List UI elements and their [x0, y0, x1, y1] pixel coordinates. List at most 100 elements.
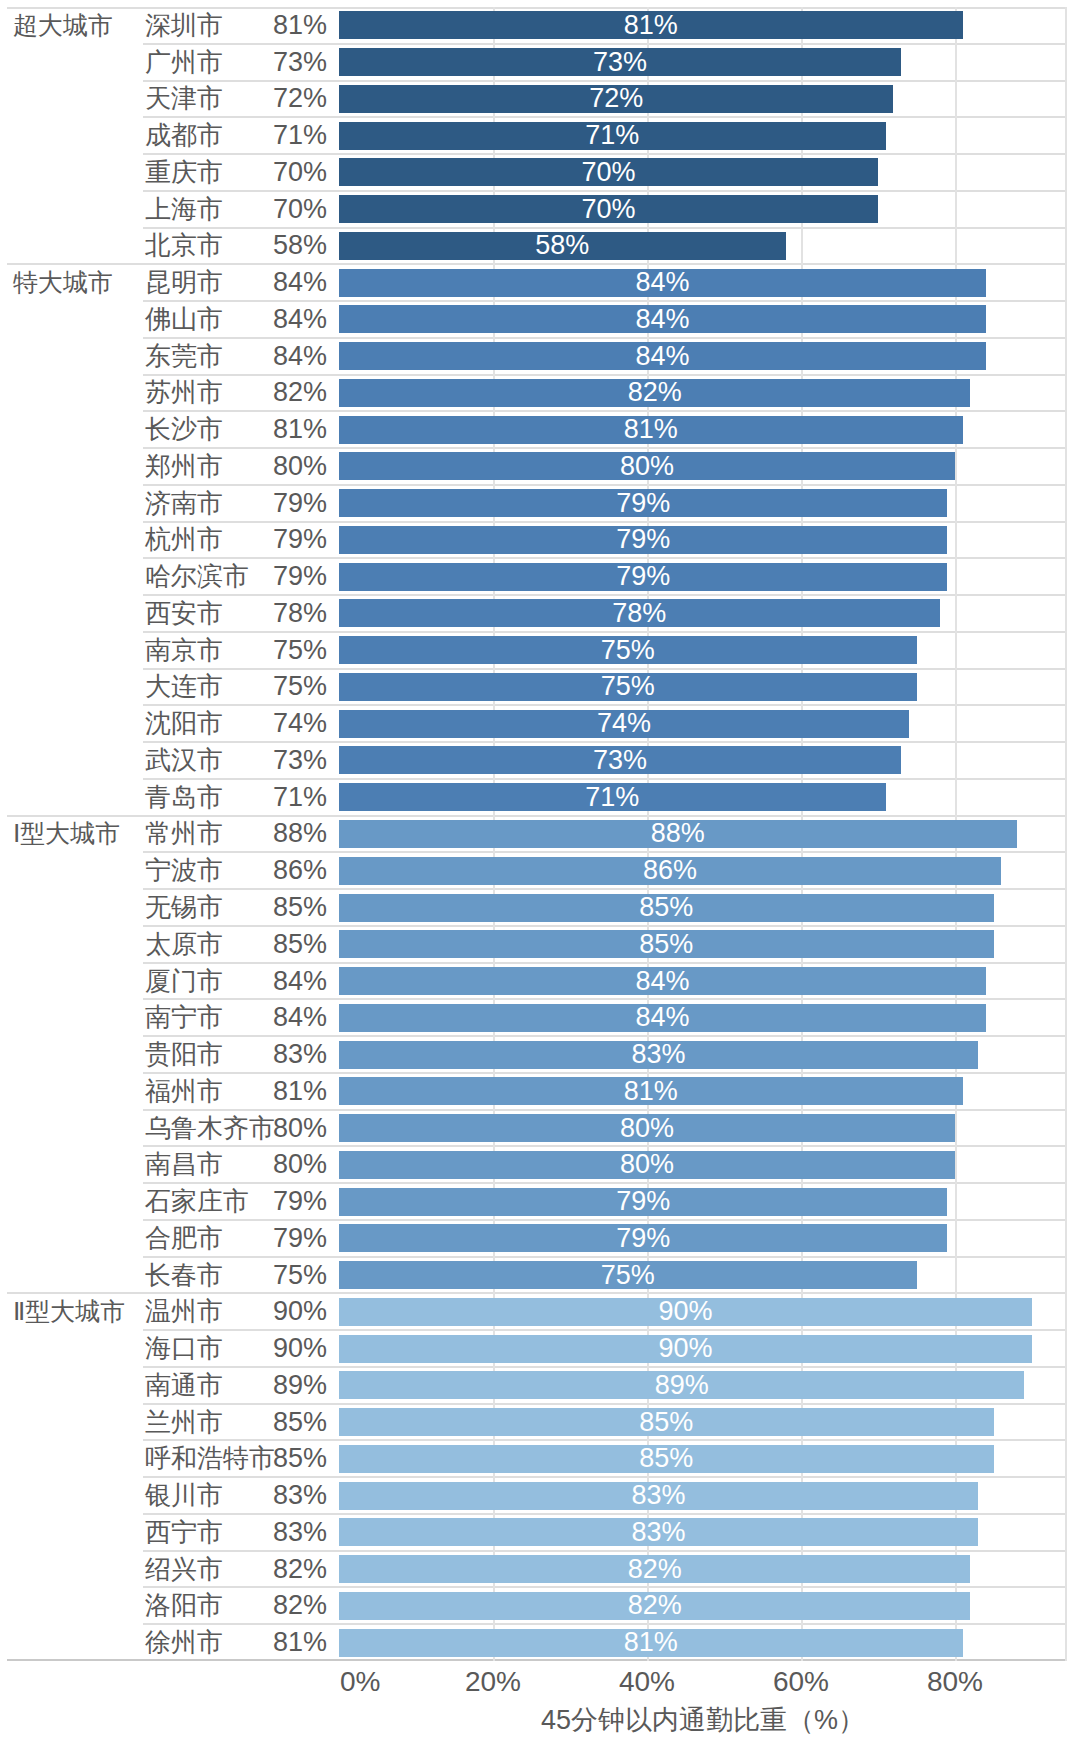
- chart-row: 西宁市 83% 83%: [7, 1514, 1067, 1551]
- bar: 79%: [339, 489, 947, 517]
- bar: 84%: [339, 967, 986, 995]
- value-label: 83%: [267, 1517, 327, 1548]
- bar-area: 84%: [339, 301, 1067, 338]
- chart-row: 银川市 83% 83%: [7, 1477, 1067, 1514]
- value-label: 84%: [267, 966, 327, 997]
- bar: 81%: [339, 1629, 963, 1657]
- bar: 75%: [339, 1261, 917, 1289]
- x-tick-label: 20%: [465, 1666, 521, 1698]
- bar: 84%: [339, 269, 986, 297]
- value-label: 81%: [267, 1076, 327, 1107]
- chart-row: Ⅰ型大城市 常州市 88% 88%: [7, 816, 1067, 853]
- bar-value-label: 83%: [632, 1039, 686, 1070]
- chart-row: 沈阳市 74% 74%: [7, 705, 1067, 742]
- value-label: 84%: [267, 304, 327, 335]
- bar: 90%: [339, 1298, 1032, 1326]
- chart-row: 大连市 75% 75%: [7, 669, 1067, 706]
- bar: 85%: [339, 1445, 994, 1473]
- bar-value-label: 81%: [624, 1076, 678, 1107]
- bar-area: 74%: [339, 705, 1067, 742]
- bar-value-label: 79%: [616, 524, 670, 555]
- city-label: 天津市: [143, 81, 267, 116]
- group-label: 特大城市: [7, 266, 143, 299]
- chart-row: 合肥市 79% 79%: [7, 1220, 1067, 1257]
- chart-row: 哈尔滨市 79% 79%: [7, 558, 1067, 595]
- city-label: 长沙市: [143, 412, 267, 447]
- bar-area: 82%: [339, 375, 1067, 412]
- value-label: 84%: [267, 341, 327, 372]
- bar: 82%: [339, 379, 970, 407]
- chart-row: 西安市 78% 78%: [7, 595, 1067, 632]
- city-label: 乌鲁木齐市: [143, 1111, 267, 1146]
- value-label: 80%: [267, 451, 327, 482]
- value-label: 72%: [267, 83, 327, 114]
- city-label: 福州市: [143, 1074, 267, 1109]
- bar-area: 80%: [339, 448, 1067, 485]
- bar-value-label: 84%: [635, 966, 689, 997]
- chart-row: 南京市 75% 75%: [7, 632, 1067, 669]
- bar: 81%: [339, 1077, 963, 1105]
- bar-area: 83%: [339, 1477, 1067, 1514]
- chart-row: 北京市 58% 58%: [7, 228, 1067, 265]
- value-label: 75%: [267, 1260, 327, 1291]
- city-label: 贵阳市: [143, 1037, 267, 1072]
- bar: 75%: [339, 673, 917, 701]
- bar: 80%: [339, 1151, 955, 1179]
- bar-value-label: 89%: [655, 1370, 709, 1401]
- x-axis-title: 45分钟以内通勤比重（%）: [541, 1702, 865, 1738]
- chart-row: 乌鲁木齐市 80% 80%: [7, 1110, 1067, 1147]
- city-label: 上海市: [143, 192, 267, 227]
- bar-area: 78%: [339, 595, 1067, 632]
- value-label: 73%: [267, 745, 327, 776]
- bar: 81%: [339, 416, 963, 444]
- city-label: 大连市: [143, 669, 267, 704]
- bar: 75%: [339, 636, 917, 664]
- city-label: 东莞市: [143, 339, 267, 374]
- city-label: 武汉市: [143, 743, 267, 778]
- value-label: 83%: [267, 1039, 327, 1070]
- chart-row: 东莞市 84% 84%: [7, 338, 1067, 375]
- bar-area: 90%: [339, 1293, 1067, 1330]
- bar-area: 88%: [339, 816, 1067, 853]
- bar-value-label: 84%: [635, 304, 689, 335]
- bar: 82%: [339, 1592, 970, 1620]
- x-tick-label: 60%: [773, 1666, 829, 1698]
- chart-row: 长沙市 81% 81%: [7, 411, 1067, 448]
- bar-value-label: 82%: [628, 377, 682, 408]
- city-label: 深圳市: [143, 8, 267, 43]
- chart-row: 郑州市 80% 80%: [7, 448, 1067, 485]
- bar-value-label: 79%: [616, 1186, 670, 1217]
- bar-value-label: 85%: [639, 1407, 693, 1438]
- city-label: 西安市: [143, 596, 267, 631]
- value-label: 70%: [267, 194, 327, 225]
- chart-row: 重庆市 70% 70%: [7, 154, 1067, 191]
- bar-area: 84%: [339, 963, 1067, 1000]
- bar: 80%: [339, 1114, 955, 1142]
- value-label: 71%: [267, 782, 327, 813]
- chart-row: 南通市 89% 89%: [7, 1367, 1067, 1404]
- bar-area: 80%: [339, 1146, 1067, 1183]
- bar-area: 90%: [339, 1330, 1067, 1367]
- chart-row: 厦门市 84% 84%: [7, 963, 1067, 1000]
- bar-area: 80%: [339, 1110, 1067, 1147]
- group-label: Ⅰ型大城市: [7, 817, 143, 850]
- city-label: 厦门市: [143, 964, 267, 999]
- city-label: 郑州市: [143, 449, 267, 484]
- value-label: 81%: [267, 1627, 327, 1658]
- value-label: 80%: [267, 1113, 327, 1144]
- value-label: 79%: [267, 1223, 327, 1254]
- value-label: 90%: [267, 1333, 327, 1364]
- bar-value-label: 74%: [597, 708, 651, 739]
- chart-row: 无锡市 85% 85%: [7, 889, 1067, 926]
- bar-area: 89%: [339, 1367, 1067, 1404]
- x-tick-label: 40%: [619, 1666, 675, 1698]
- bar: 79%: [339, 1188, 947, 1216]
- bar: 83%: [339, 1482, 978, 1510]
- value-label: 86%: [267, 855, 327, 886]
- bar-area: 73%: [339, 44, 1067, 81]
- bar-value-label: 82%: [628, 1590, 682, 1621]
- chart-row: 青岛市 71% 71%: [7, 779, 1067, 816]
- bar-value-label: 80%: [620, 451, 674, 482]
- chart-row: 特大城市 昆明市 84% 84%: [7, 264, 1067, 301]
- value-label: 90%: [267, 1296, 327, 1327]
